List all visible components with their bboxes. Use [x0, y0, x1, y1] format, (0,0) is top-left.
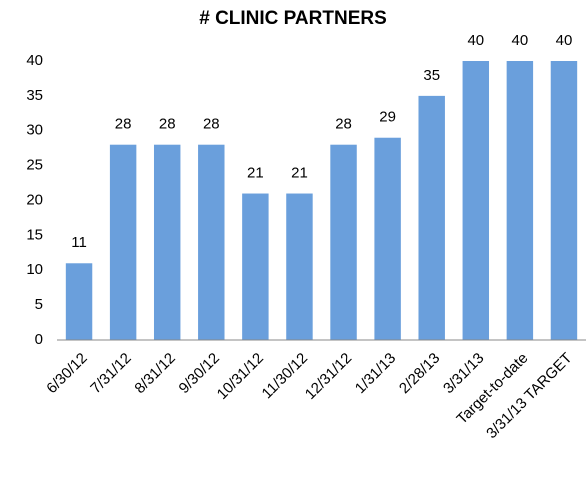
- bar: [374, 137, 401, 340]
- y-tick-label: 25: [26, 157, 43, 174]
- data-label: 28: [115, 116, 132, 133]
- y-tick-label: 35: [26, 87, 43, 104]
- y-tick-label: 40: [26, 52, 43, 69]
- chart-title: # CLINIC PARTNERS: [199, 8, 387, 29]
- y-tick-label: 0: [35, 331, 43, 348]
- x-tick-label: 11/30/12: [259, 350, 312, 403]
- x-tick-label: 6/30/12: [43, 350, 90, 397]
- bar: [462, 61, 490, 340]
- data-label: 28: [203, 116, 220, 133]
- data-label: 21: [291, 164, 308, 181]
- bar: [506, 61, 534, 340]
- bar: [65, 263, 93, 340]
- bar: [330, 144, 357, 340]
- data-label: 21: [247, 164, 264, 181]
- y-tick-label: 20: [26, 191, 43, 208]
- bar: [286, 193, 313, 340]
- bar: [550, 61, 578, 340]
- y-tick-label: 10: [26, 261, 43, 278]
- y-tick-label: 30: [26, 122, 43, 139]
- x-tick-label: 2/28/13: [396, 350, 443, 397]
- x-tick-label: 12/31/12: [302, 350, 355, 403]
- data-label: 40: [467, 32, 484, 49]
- data-label: 40: [512, 32, 529, 49]
- y-tick-label: 15: [26, 226, 43, 243]
- x-tick-label: 10/31/12: [214, 350, 267, 403]
- y-tick-label: 5: [35, 296, 43, 313]
- bar: [198, 144, 225, 340]
- x-tick-label: 1/31/13: [352, 350, 399, 397]
- x-tick-label: 7/31/12: [87, 350, 134, 397]
- bar: [242, 193, 269, 340]
- data-label: 29: [379, 109, 396, 126]
- data-label: 40: [556, 32, 573, 49]
- data-label: 11: [71, 234, 87, 251]
- data-label: 28: [335, 116, 352, 133]
- bar: [109, 144, 137, 340]
- data-label: 28: [159, 116, 176, 133]
- bar: [153, 144, 181, 340]
- bar: [418, 95, 445, 340]
- data-label: 35: [423, 67, 440, 84]
- x-tick-label: 8/31/12: [131, 350, 178, 397]
